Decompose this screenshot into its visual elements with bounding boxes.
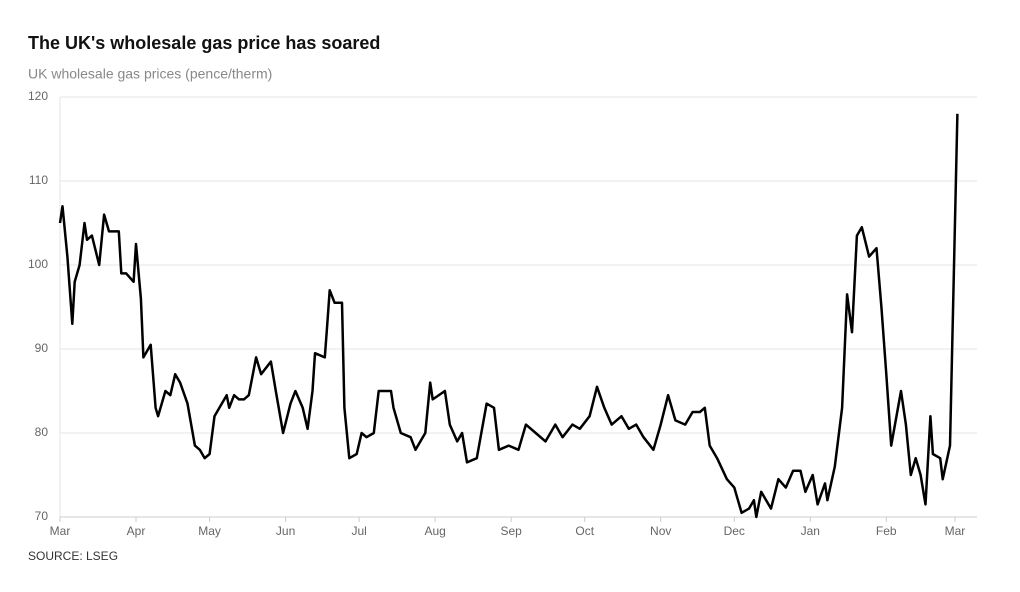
y-tick-label: 80 [35,425,49,439]
x-tick-label: May [198,524,221,538]
x-tick-label: Jul [351,524,366,538]
y-tick-label: 70 [35,509,49,523]
x-tick-label: Dec [724,524,745,538]
chart-subtitle: UK wholesale gas prices (pence/therm) [28,66,272,82]
y-tick-label: 100 [28,257,48,271]
x-tick-label: Mar [50,524,71,538]
chart-title: The UK's wholesale gas price has soared [28,33,380,53]
x-tick-label: Feb [876,524,897,538]
price-line [58,113,959,519]
source: SOURCE: LSEG [28,549,118,563]
x-tick-label: Nov [650,524,671,538]
x-tick-label: Oct [575,524,594,538]
x-tick-label: Apr [127,524,146,538]
x-tick-label: Jun [276,524,295,538]
y-tick-label: 110 [29,173,48,187]
x-tick-label: Sep [500,524,522,538]
y-tick-label: 120 [28,89,48,103]
x-tick-label: Aug [424,524,445,538]
x-tick-label: Mar [945,524,966,538]
x-tick-label: Jan [801,524,820,538]
y-tick-label: 90 [35,341,49,355]
